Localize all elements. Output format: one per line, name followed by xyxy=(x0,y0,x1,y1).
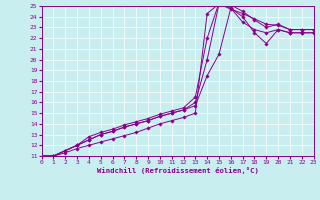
X-axis label: Windchill (Refroidissement éolien,°C): Windchill (Refroidissement éolien,°C) xyxy=(97,167,259,174)
